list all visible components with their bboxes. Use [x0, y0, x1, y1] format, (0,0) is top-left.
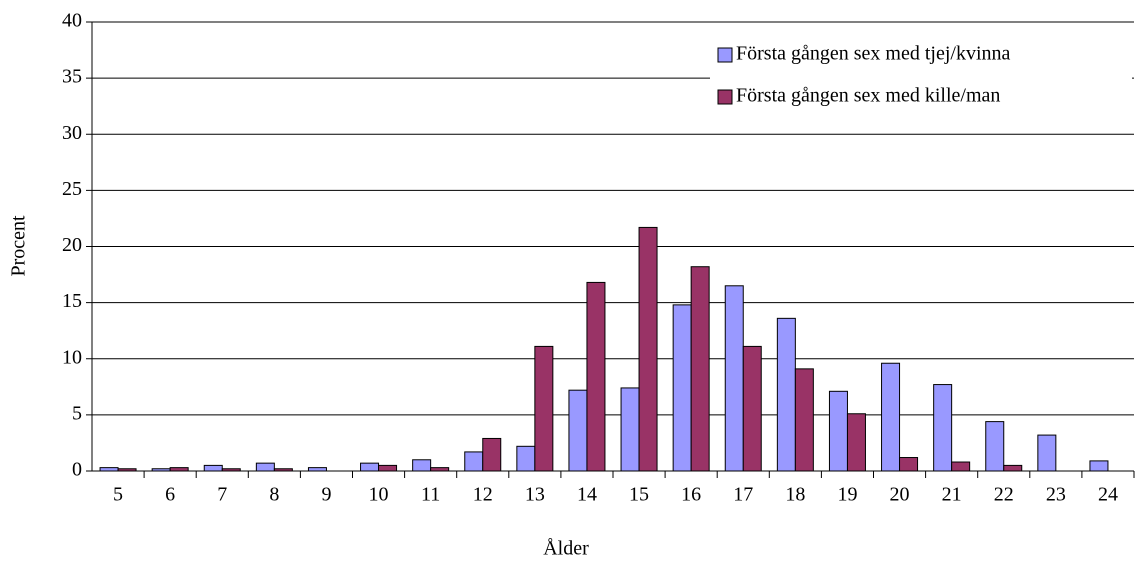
- bar: [99, 467, 119, 472]
- bar: [586, 281, 606, 472]
- x-tick-label: 13: [525, 484, 545, 506]
- legend-swatch: [717, 47, 733, 63]
- bar: [1003, 464, 1023, 472]
- x-tick-label: 10: [369, 484, 389, 506]
- bar: [412, 459, 432, 472]
- bar: [776, 317, 796, 472]
- y-tick-label: 10: [62, 346, 82, 368]
- bar: [828, 390, 848, 472]
- legend-label: Första gången sex med tjej/kvinna: [736, 43, 1011, 65]
- x-tick-label: 15: [629, 484, 649, 506]
- x-tick-label: 7: [217, 484, 227, 506]
- legend-box: [710, 32, 1132, 113]
- x-tick-label: 9: [321, 484, 331, 506]
- bar: [482, 437, 502, 472]
- y-tick-label: 15: [62, 290, 82, 312]
- bar: [846, 413, 866, 472]
- bar: [690, 266, 710, 472]
- x-tick-label: 5: [113, 484, 123, 506]
- bar: [464, 451, 484, 472]
- bar: [360, 462, 380, 472]
- x-tick-label: 16: [681, 484, 701, 506]
- x-tick-label: 24: [1098, 484, 1118, 506]
- y-tick-label: 0: [72, 459, 82, 481]
- bar: [620, 387, 640, 472]
- bar: [534, 345, 554, 472]
- bar: [638, 226, 658, 472]
- x-tick-label: 12: [473, 484, 493, 506]
- bar: [672, 304, 692, 472]
- bar: [307, 467, 327, 472]
- x-tick-label: 23: [1046, 484, 1066, 506]
- x-tick-label: 17: [733, 484, 753, 506]
- bar: [568, 389, 588, 472]
- bar: [203, 464, 223, 472]
- bar: [430, 467, 450, 472]
- y-tick-label: 30: [62, 122, 82, 144]
- bar: [951, 461, 971, 472]
- x-tick-label: 6: [165, 484, 175, 506]
- legend-label: Första gången sex med kille/man: [736, 85, 1000, 107]
- bar: [169, 467, 189, 472]
- x-tick-label: 22: [994, 484, 1014, 506]
- x-tick-label: 19: [837, 484, 857, 506]
- bar: [255, 462, 275, 472]
- x-tick-label: 11: [421, 484, 440, 506]
- bar: [742, 345, 762, 472]
- x-tick-label: 20: [890, 484, 910, 506]
- bar: [516, 445, 536, 472]
- bar: [378, 464, 398, 472]
- y-tick-label: 5: [72, 402, 82, 424]
- x-tick-label: 21: [942, 484, 962, 506]
- bar: [1089, 460, 1109, 472]
- bar: [899, 457, 919, 472]
- y-axis-label: Procent: [8, 215, 30, 277]
- bar: [881, 362, 901, 472]
- bar: [985, 421, 1005, 472]
- y-tick-label: 35: [62, 66, 82, 88]
- legend-swatch: [717, 89, 733, 105]
- bar: [933, 384, 953, 472]
- x-tick-label: 18: [785, 484, 805, 506]
- bar: [1037, 434, 1057, 472]
- x-tick-label: 14: [577, 484, 597, 506]
- x-tick-label: 8: [269, 484, 279, 506]
- x-axis-label: Ålder: [543, 538, 589, 560]
- bar: [724, 285, 744, 472]
- y-tick-label: 40: [62, 10, 82, 32]
- y-tick-label: 20: [62, 234, 82, 256]
- y-tick-label: 25: [62, 178, 82, 200]
- bar: [794, 368, 814, 472]
